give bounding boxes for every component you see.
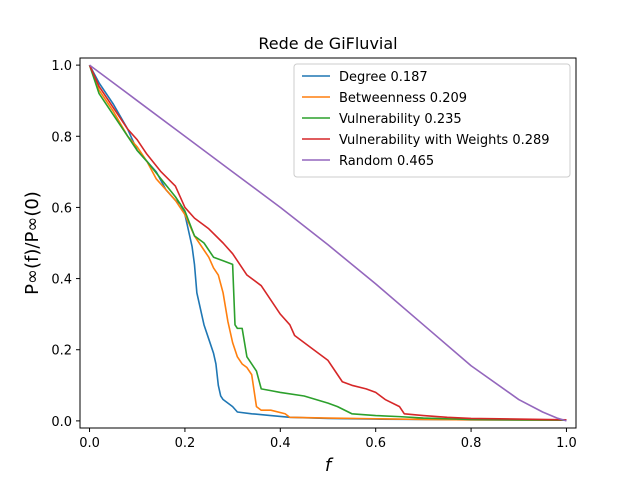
x-tick-label: 0.0 xyxy=(79,436,100,451)
series-line-2 xyxy=(88,64,567,421)
y-tick-label: 0.0 xyxy=(51,415,72,430)
x-axis-label: f xyxy=(325,455,334,476)
legend: Degree 0.187 Betweenness 0.209 Vulnerabili… xyxy=(293,63,571,178)
y-tick-label: 0.6 xyxy=(51,201,72,216)
x-tick-label: 0.6 xyxy=(365,436,386,451)
x-tick-label: 0.2 xyxy=(175,436,196,451)
legend-label-1: Betweenness 0.209 xyxy=(339,91,467,106)
legend-label-4: Random 0.465 xyxy=(339,154,434,169)
y-tick-label: 0.2 xyxy=(51,344,72,359)
series-layer xyxy=(88,64,567,422)
y-axis-label: P∞(f)/P∞(0) xyxy=(22,191,43,295)
legend-label-2: Vulnerability 0.235 xyxy=(339,112,462,127)
legend-label-0: Degree 0.187 xyxy=(339,70,428,85)
series-line-4 xyxy=(89,64,567,422)
ticks-layer: 0.0 0.2 0.4 0.6 0.8 1.0 0.0 0.2 0.4 0.6 0.8 1.0 xyxy=(51,59,576,451)
legend-label-3: Vulnerability with Weights 0.289 xyxy=(339,133,550,148)
x-tick-label: 0.4 xyxy=(270,436,291,451)
series-line-1 xyxy=(88,64,567,421)
x-tick-label: 1.0 xyxy=(556,436,577,451)
y-tick-label: 1.0 xyxy=(51,59,72,74)
y-tick-label: 0.4 xyxy=(51,273,72,288)
x-tick-label: 0.8 xyxy=(461,436,482,451)
y-tick-label: 0.8 xyxy=(51,130,72,145)
chart-title: Rede de GiFluvial xyxy=(258,34,397,53)
legend-box xyxy=(293,63,571,178)
series-line-3 xyxy=(88,64,567,421)
plot-border xyxy=(79,57,577,429)
